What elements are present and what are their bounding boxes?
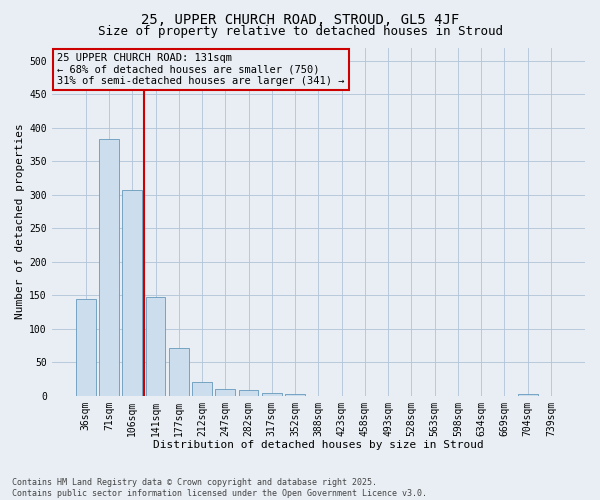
Text: 25 UPPER CHURCH ROAD: 131sqm
← 68% of detached houses are smaller (750)
31% of s: 25 UPPER CHURCH ROAD: 131sqm ← 68% of de… bbox=[57, 52, 344, 86]
Bar bbox=[169, 348, 188, 396]
Text: Contains HM Land Registry data © Crown copyright and database right 2025.
Contai: Contains HM Land Registry data © Crown c… bbox=[12, 478, 427, 498]
Bar bbox=[239, 390, 259, 396]
Bar bbox=[215, 389, 235, 396]
Bar bbox=[262, 393, 282, 396]
Bar bbox=[518, 394, 538, 396]
Y-axis label: Number of detached properties: Number of detached properties bbox=[15, 124, 25, 320]
Bar bbox=[146, 298, 166, 396]
Bar bbox=[285, 394, 305, 396]
X-axis label: Distribution of detached houses by size in Stroud: Distribution of detached houses by size … bbox=[153, 440, 484, 450]
Text: 25, UPPER CHURCH ROAD, STROUD, GL5 4JF: 25, UPPER CHURCH ROAD, STROUD, GL5 4JF bbox=[141, 12, 459, 26]
Bar bbox=[76, 300, 95, 396]
Text: Size of property relative to detached houses in Stroud: Size of property relative to detached ho… bbox=[97, 25, 503, 38]
Bar bbox=[99, 139, 119, 396]
Bar bbox=[122, 190, 142, 396]
Bar bbox=[192, 382, 212, 396]
